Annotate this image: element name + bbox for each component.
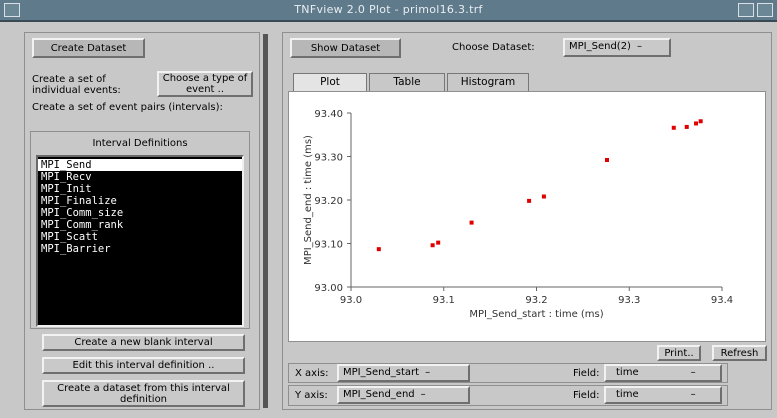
tab-table[interactable]: Table <box>369 73 445 91</box>
choose-dataset-label: Choose Dataset: <box>452 42 535 53</box>
x-tick-label: 93.2 <box>525 295 547 306</box>
chevron-down-icon: – <box>425 367 431 378</box>
chevron-down-icon: – <box>636 41 642 52</box>
y-field-select-value: time <box>616 389 639 400</box>
choose-event-type-button[interactable]: Choose a type of event .. <box>157 71 253 97</box>
dataset-select[interactable]: MPI_Send(2) – <box>563 38 671 57</box>
data-point <box>469 220 474 225</box>
data-point <box>684 124 689 129</box>
data-point <box>541 194 546 199</box>
dataset-select-value: MPI_Send(2) <box>569 41 631 52</box>
interval-list-item[interactable]: MPI_Comm_rank <box>41 219 124 231</box>
interval-definitions-group <box>30 131 250 329</box>
maximize-button[interactable] <box>757 3 773 17</box>
y-tick-label: 93.40 <box>314 109 343 120</box>
event-pairs-text: Create a set of event pairs (intervals): <box>32 102 223 113</box>
x-axis-label: X axis: <box>295 368 329 379</box>
x-field-select[interactable]: time – <box>604 364 722 382</box>
minimize-button[interactable] <box>738 3 754 17</box>
y-field-label: Field: <box>573 390 600 401</box>
tab-plot[interactable]: Plot <box>293 73 367 91</box>
window-menu-button[interactable] <box>4 3 20 17</box>
data-point <box>671 125 676 130</box>
y-field-select[interactable]: time – <box>604 386 722 404</box>
refresh-button[interactable]: Refresh <box>712 345 767 361</box>
interval-list-item[interactable]: MPI_Barrier <box>41 243 111 255</box>
x-tick-label: 93.1 <box>433 295 455 306</box>
interval-list-item[interactable]: MPI_Init <box>41 183 92 195</box>
edit-interval-button[interactable]: Edit this interval definition .. <box>42 357 245 374</box>
interval-list-item[interactable]: MPI_Comm_size <box>41 207 124 219</box>
show-dataset-button[interactable]: Show Dataset <box>290 38 401 58</box>
data-point <box>430 243 435 248</box>
interval-definitions-title: Interval Definitions <box>92 138 188 149</box>
data-point <box>436 240 441 245</box>
x-axis-title: MPI_Send_start : time (ms) <box>469 309 603 320</box>
y-axis-select[interactable]: MPI_Send_end – <box>337 386 470 404</box>
interval-list-item[interactable]: MPI_Send <box>38 159 242 171</box>
right-panel <box>282 32 772 410</box>
y-axis-label: Y axis: <box>295 390 328 401</box>
data-point <box>604 157 609 162</box>
interval-list-item[interactable]: MPI_Recv <box>41 171 92 183</box>
y-tick-label: 93.10 <box>314 240 343 251</box>
interval-list-item[interactable]: MPI_Scatt <box>41 231 98 243</box>
y-axis-row <box>288 385 728 406</box>
print-button[interactable]: Print.. <box>657 345 701 361</box>
y-tick-label: 93.00 <box>314 283 343 294</box>
x-tick-label: 93.3 <box>618 295 640 306</box>
new-blank-interval-button[interactable]: Create a new blank interval <box>42 334 245 351</box>
data-point <box>694 121 699 126</box>
interval-list-item[interactable]: MPI_Finalize <box>41 195 117 207</box>
interval-list[interactable]: MPI_Send MPI_Recv MPI_Init MPI_Finalize MPI_… <box>36 155 244 327</box>
y-axis-title: MPI_Send_end : time (ms) <box>303 135 314 265</box>
tab-histogram[interactable]: Histogram <box>447 73 529 91</box>
y-tick-label: 93.30 <box>314 153 343 164</box>
panel-splitter[interactable] <box>263 34 268 408</box>
data-point <box>698 119 703 124</box>
create-dataset-button[interactable]: Create Dataset <box>32 38 145 58</box>
left-panel <box>24 32 260 410</box>
x-axis-select[interactable]: MPI_Send_start – <box>337 364 470 382</box>
x-tick-label: 93.0 <box>340 295 362 306</box>
plot-panel: 93.0 93.1 93.2 93.3 93.4 93.00 93.10 93.20 93.30… <box>288 91 766 342</box>
data-point <box>376 247 381 252</box>
create-dataset-from-interval-button[interactable]: Create a dataset from this interval defi… <box>42 380 245 407</box>
window-title: TNFview 2.0 Plot - primol16.3.trf <box>294 3 483 16</box>
chevron-down-icon: – <box>690 367 696 378</box>
x-field-select-value: time <box>616 367 639 378</box>
chevron-down-icon: – <box>420 389 426 400</box>
scatter-chart: 93.0 93.1 93.2 93.3 93.4 93.00 93.10 93.20 93.30… <box>303 109 733 320</box>
data-point <box>527 198 532 203</box>
chevron-down-icon: – <box>690 389 696 400</box>
x-axis-row <box>288 363 728 383</box>
title-bar <box>0 0 777 22</box>
y-tick-label: 93.20 <box>314 196 343 207</box>
y-axis-select-value: MPI_Send_end <box>343 389 415 400</box>
x-tick-label: 93.4 <box>711 295 733 306</box>
x-axis-select-value: MPI_Send_start <box>343 367 420 378</box>
x-field-label: Field: <box>573 368 600 379</box>
individual-events-text: Create a set of individual events: <box>32 74 121 96</box>
